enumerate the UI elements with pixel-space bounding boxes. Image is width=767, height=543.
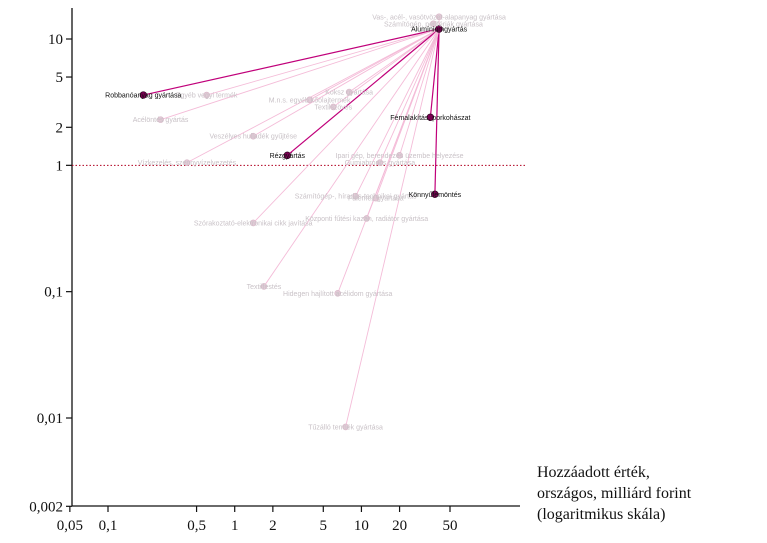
connector-line: [345, 28, 440, 428]
data-point: [352, 192, 359, 200]
data-point: [249, 219, 257, 227]
point-label: Alumíniumgyártás: [411, 26, 468, 33]
x-tick-label: 0,1: [99, 518, 118, 534]
connector-line: [429, 28, 440, 118]
y-tick-label: 5: [56, 70, 64, 86]
connector-line: [252, 28, 440, 224]
data-point: [283, 151, 291, 160]
x-axis-title-line: Hozzáadott érték,: [537, 464, 650, 481]
point-label: Egyéb vegyi termék: [176, 93, 238, 100]
x-tick-label: 10: [354, 518, 369, 534]
data-points: [139, 13, 443, 431]
connector-line: [434, 28, 440, 195]
data-point: [334, 290, 342, 297]
data-point: [342, 423, 349, 431]
data-point: [203, 91, 210, 99]
connector-line: [143, 28, 440, 96]
point-label: Vas-, acél-, vasötvözet-alapanyag gyártá…: [372, 14, 506, 21]
point-labels: Vas-, acél-, vasötvözet-alapanyag gyártá…: [105, 14, 506, 431]
point-label: Fémalakítás, porkohászat: [390, 115, 470, 122]
x-axis-title-line: országos, milliárd forint: [537, 485, 692, 502]
point-label: Rézgyártás: [270, 153, 306, 160]
data-point: [435, 25, 443, 33]
x-tick-label: 2: [269, 518, 277, 534]
point-label: Textilfestés: [247, 284, 282, 291]
point-label: Falemez gyártása: [348, 196, 404, 203]
connector-line: [206, 28, 440, 96]
data-point: [431, 190, 439, 198]
y-tick-label: 1: [56, 158, 64, 174]
y-tick-label: 0,01: [37, 411, 63, 427]
data-point: [345, 88, 353, 96]
point-label: Vízkezelés, szennyvízelvezetés: [138, 160, 237, 167]
data-point: [306, 96, 313, 104]
connector-line: [286, 28, 440, 156]
data-point: [396, 152, 403, 159]
connector-line: [186, 28, 440, 164]
point-label: Könnyűfémöntés: [409, 192, 462, 199]
x-tick-label: 0,05: [57, 518, 83, 534]
point-label: Gumiabroncs gyártása: [345, 160, 416, 167]
data-point: [426, 113, 435, 121]
point-label: M.n.s. egyéb kőolajtermék: [269, 97, 351, 104]
point-label: Hidegen hajlított acélidom gyártása: [283, 291, 392, 298]
x-tick-label: 0,5: [187, 518, 206, 534]
data-point: [260, 283, 268, 290]
data-point: [330, 103, 337, 111]
connector-lines: [143, 16, 440, 428]
point-label: Acélöntés gyártás: [133, 117, 189, 124]
data-point: [363, 215, 370, 222]
point-label: Szórakoztató-elektronikai cikk javítása: [194, 220, 313, 227]
connector-line: [253, 28, 440, 137]
y-tick-label: 2: [56, 120, 64, 136]
data-point: [183, 159, 191, 166]
x-tick-label: 5: [320, 518, 328, 534]
y-tick-label: 0,002: [29, 499, 63, 515]
y-tick-label: 10: [48, 32, 63, 48]
data-point: [372, 194, 380, 202]
data-point: [157, 116, 164, 123]
connector-line: [160, 28, 440, 121]
connector-line: [337, 28, 440, 294]
data-point: [435, 13, 443, 21]
y-tick-label: 0,1: [44, 285, 63, 301]
point-label: Központi fűtési kazán, radiátor gyártása: [305, 216, 428, 223]
point-label: Tűzálló termék gyártása: [308, 424, 383, 431]
connector-line: [355, 28, 440, 197]
x-tick-label: 1: [231, 518, 239, 534]
x-tick-label: 20: [392, 518, 407, 534]
connector-line: [263, 28, 440, 287]
data-point: [430, 20, 437, 28]
data-point: [139, 91, 148, 99]
x-axis-title-line: (logaritmikus skála): [537, 506, 665, 523]
point-label: Textilszövés: [314, 104, 352, 111]
x-tick-label: 50: [443, 518, 458, 534]
point-label: Robbanóanyag gyártása: [105, 93, 181, 100]
x-axis-title: Hozzáadott érték, országos, milliárd fori…: [537, 464, 692, 523]
connector-line: [379, 28, 440, 163]
connector-line: [399, 28, 440, 156]
point-label: Számítógép-, híradás-technikai gyártás: [295, 194, 417, 201]
point-label: Koksz gyártása: [325, 90, 373, 97]
data-point: [249, 132, 257, 140]
axes: 0,002 0,01 0,1 1 2 5 10 0,05 0,1 0,5 1 2 5 10 20 50: [29, 8, 520, 534]
point-label: Számítógép, perifériák gyártása: [384, 21, 483, 28]
point-label: Veszélyes hulladék gyűjtése: [209, 134, 297, 141]
point-label: Ipari gép, berendezés üzembe helyezése: [336, 153, 464, 160]
data-point: [376, 159, 384, 166]
